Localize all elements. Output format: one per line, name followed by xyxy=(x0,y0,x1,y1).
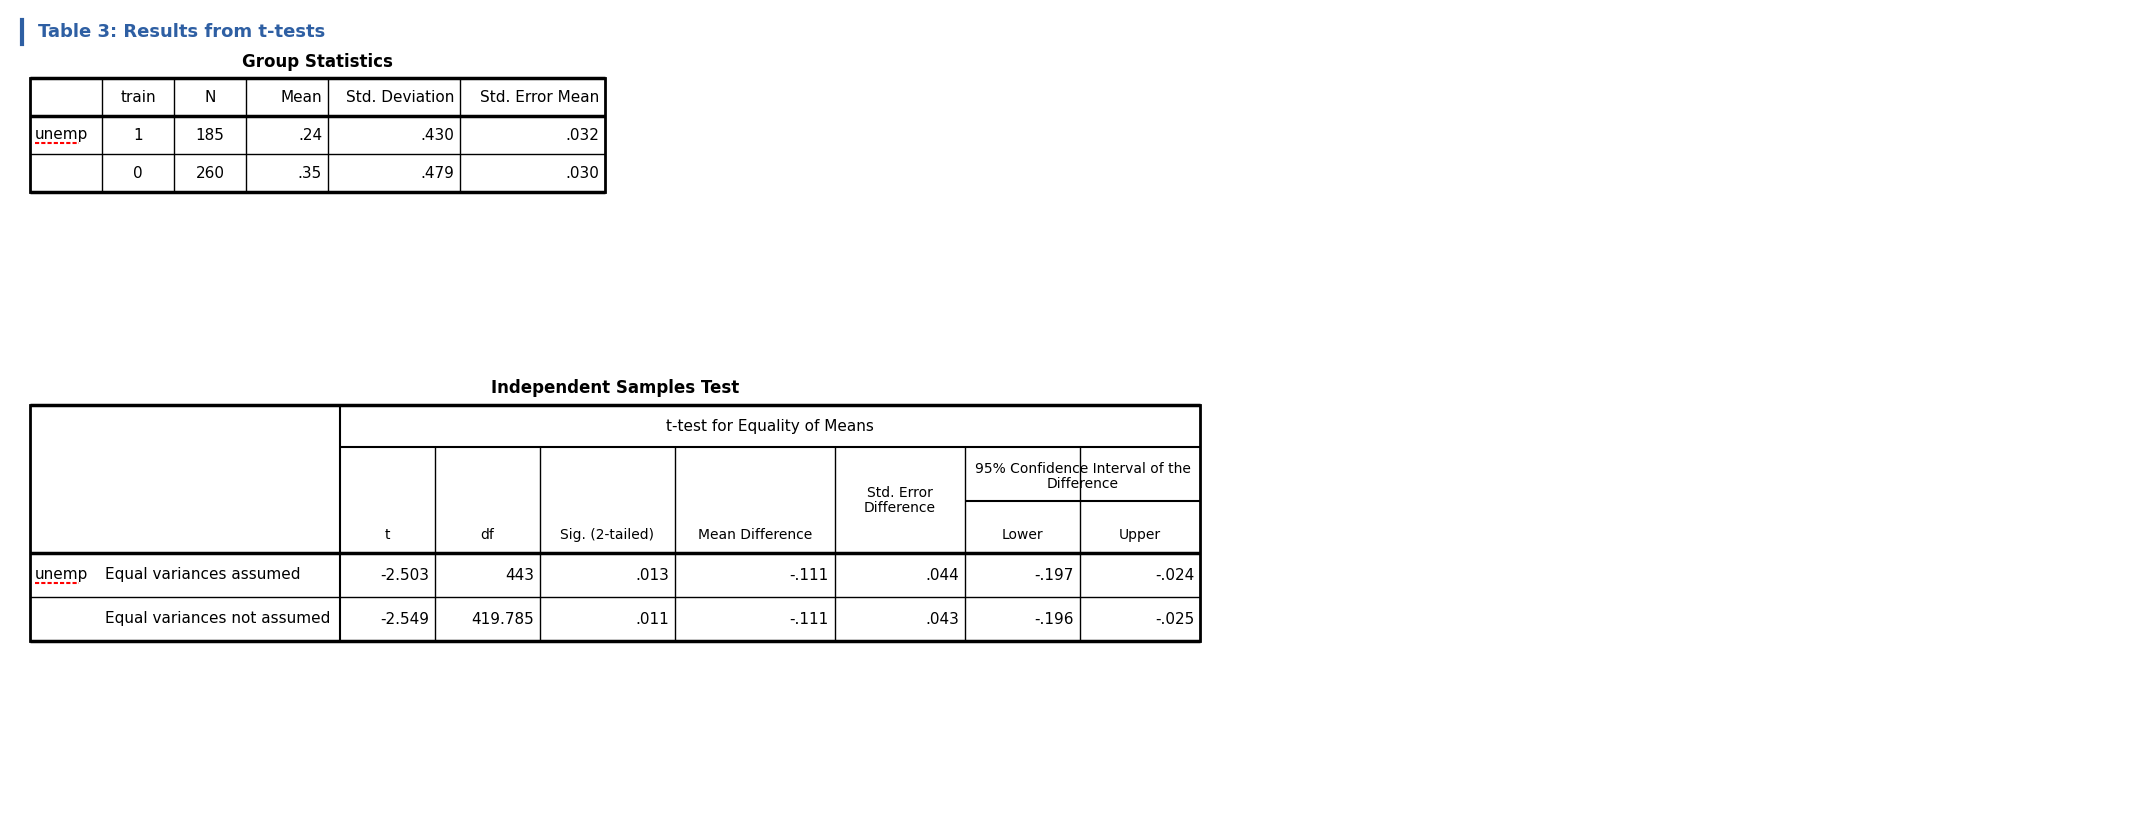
Text: Equal variances not assumed: Equal variances not assumed xyxy=(105,612,330,627)
Text: 443: 443 xyxy=(506,568,534,582)
Text: .032: .032 xyxy=(566,128,598,143)
Text: .430: .430 xyxy=(420,128,455,143)
Text: Independent Samples Test: Independent Samples Test xyxy=(491,379,740,397)
Text: Upper: Upper xyxy=(1119,528,1162,542)
Text: t: t xyxy=(384,528,390,542)
Text: t-test for Equality of Means: t-test for Equality of Means xyxy=(667,418,875,433)
Text: -.197: -.197 xyxy=(1036,568,1074,582)
Text: .043: .043 xyxy=(924,612,958,627)
Text: 185: 185 xyxy=(195,128,225,143)
Text: unemp: unemp xyxy=(34,128,88,143)
Text: .013: .013 xyxy=(635,568,669,582)
Bar xyxy=(30,405,1201,641)
Text: 0: 0 xyxy=(133,165,144,181)
Text: -2.549: -2.549 xyxy=(379,612,429,627)
Text: 260: 260 xyxy=(195,165,225,181)
Text: .479: .479 xyxy=(420,165,455,181)
Text: Sig. (2-tailed): Sig. (2-tailed) xyxy=(560,528,654,542)
Text: .24: .24 xyxy=(298,128,322,143)
Text: Difference: Difference xyxy=(1046,477,1119,491)
Text: -2.503: -2.503 xyxy=(379,568,429,582)
Text: Group Statistics: Group Statistics xyxy=(242,53,392,71)
Text: -.111: -.111 xyxy=(789,612,830,627)
Text: df: df xyxy=(480,528,495,542)
Text: -.196: -.196 xyxy=(1036,612,1074,627)
Text: .030: .030 xyxy=(566,165,598,181)
Text: 95% Confidence Interval of the: 95% Confidence Interval of the xyxy=(976,462,1190,476)
Text: -.024: -.024 xyxy=(1156,568,1194,582)
Text: N: N xyxy=(204,90,217,104)
Text: .35: .35 xyxy=(298,165,322,181)
Text: Lower: Lower xyxy=(1001,528,1044,542)
Text: -.025: -.025 xyxy=(1156,612,1194,627)
Text: Mean Difference: Mean Difference xyxy=(699,528,813,542)
Text: .044: .044 xyxy=(926,568,958,582)
Text: .011: .011 xyxy=(635,612,669,627)
Bar xyxy=(30,78,605,192)
Text: 1: 1 xyxy=(133,128,144,143)
Text: 419.785: 419.785 xyxy=(472,612,534,627)
Text: Equal variances assumed: Equal variances assumed xyxy=(105,568,300,582)
Text: unemp: unemp xyxy=(34,568,88,582)
Text: train: train xyxy=(120,90,157,104)
Text: Mean: Mean xyxy=(281,90,322,104)
Text: Std. Error: Std. Error xyxy=(866,486,933,500)
Text: Std. Error Mean: Std. Error Mean xyxy=(480,90,598,104)
Text: Table 3: Results from t-tests: Table 3: Results from t-tests xyxy=(39,23,326,41)
Text: Std. Deviation: Std. Deviation xyxy=(345,90,455,104)
Text: Difference: Difference xyxy=(864,501,937,515)
Text: -.111: -.111 xyxy=(789,568,830,582)
